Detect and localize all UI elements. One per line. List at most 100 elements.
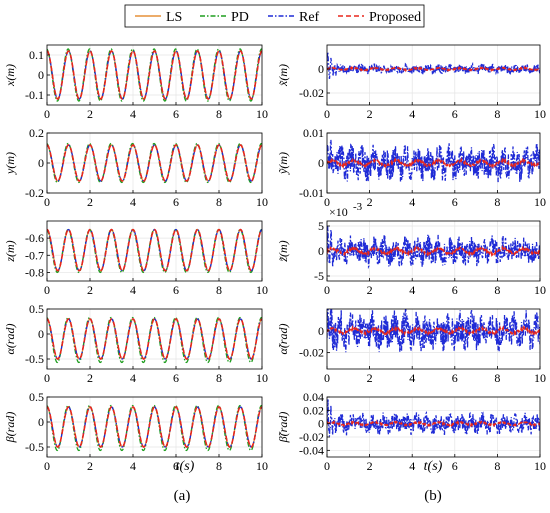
x-tick-label: 6	[173, 371, 179, 385]
x-tick-label: 8	[216, 107, 222, 121]
series-proposed	[327, 324, 540, 337]
legend-label-ref: Ref	[299, 10, 320, 25]
panel-label-b: (b)	[424, 488, 442, 504]
y-tick-label: 0.04	[303, 390, 324, 404]
y-axis-label: x̃(m)	[276, 64, 290, 87]
plot-alpha: 0 2 4 6 8 10-0.500.5α(rad)	[3, 302, 268, 385]
series-proposed	[47, 406, 262, 448]
y-axis-label: y(m)	[3, 152, 17, 175]
y-tick-label: 5	[318, 219, 324, 233]
axes-frame	[326, 44, 541, 106]
x-tick-label: 10	[534, 195, 546, 209]
x-tick-label: 0	[324, 283, 330, 297]
x-tick-label: 0	[44, 459, 50, 473]
x-tick-label: 8	[216, 459, 222, 473]
y-tick-label: 0	[318, 244, 324, 258]
y-tick-label: 0.5	[29, 390, 44, 404]
y-tick-label: -0.8	[25, 265, 44, 279]
y-axis-label: z(m)	[3, 240, 17, 262]
x-tick-label: 8	[216, 371, 222, 385]
x-tick-label: 6	[452, 459, 458, 473]
x-tick-label: 10	[256, 459, 268, 473]
series-proposed	[327, 419, 540, 428]
x-tick-label: 4	[409, 283, 415, 297]
x-tick-label: 10	[534, 371, 546, 385]
x-tick-label: 0	[324, 371, 330, 385]
y-tick-label: -0.01	[299, 186, 324, 200]
series-proposed	[47, 228, 262, 272]
panel-label-a: (a)	[174, 488, 191, 504]
x-tick-label: 6	[452, 107, 458, 121]
y-tick-label: -0.02	[299, 346, 324, 360]
x-tick-label: 4	[409, 371, 415, 385]
axes-frame	[46, 308, 263, 370]
y-tick-label: 0	[38, 415, 44, 429]
x-tick-label: 4	[130, 107, 136, 121]
y-axis-label: α̃(rad)	[276, 324, 290, 355]
series-pd	[47, 48, 262, 102]
x-tick-label: 2	[87, 107, 93, 121]
y-tick-label: -5	[314, 269, 324, 283]
x-tick-label: 10	[256, 195, 268, 209]
series-ref	[327, 309, 540, 353]
axes-layer: 0 2 4 6 8 10-0.100.1x(m)0 2 4 6 8 10-0.200.2y(m)0 2…	[3, 44, 546, 473]
x-tick-label: 2	[367, 195, 373, 209]
x-tick-label: 2	[367, 283, 373, 297]
y-tick-label: 0	[318, 62, 324, 76]
series-proposed	[47, 50, 262, 100]
x-tick-label: 10	[534, 459, 546, 473]
x-tick-label: 10	[534, 283, 546, 297]
axes-frame	[46, 396, 263, 458]
legend: LS PD Ref Proposed	[124, 4, 425, 28]
x-tick-label: 0	[44, 195, 50, 209]
y-tick-label: -0.5	[25, 352, 44, 366]
series-proposed	[327, 244, 540, 258]
y-tick-label: 0	[38, 327, 44, 341]
series-proposed	[47, 144, 262, 182]
plot-area	[327, 45, 540, 105]
legend-label-pd: PD	[231, 10, 249, 25]
plot-area	[47, 221, 262, 281]
y-tick-label: 0.5	[29, 302, 44, 316]
x-tick-label: 10	[256, 371, 268, 385]
x-tick-label: 10	[256, 107, 268, 121]
x-tick-label: 6	[173, 459, 179, 473]
y-axis-label: x(m)	[3, 64, 17, 87]
legend-label-proposed: Proposed	[369, 10, 421, 25]
y-tick-label: 0.01	[303, 126, 324, 140]
x-tick-label: 10	[534, 107, 546, 121]
x-tick-label: 4	[409, 459, 415, 473]
y-tick-label: -0.02	[299, 86, 324, 100]
y-tick-label: -0.6	[25, 231, 44, 245]
x-tick-label: 6	[452, 283, 458, 297]
x-tick-label: 2	[367, 371, 373, 385]
axes-frame	[46, 220, 263, 282]
x-tick-label: 6	[173, 107, 179, 121]
x-tick-label: 8	[494, 283, 500, 297]
x-tick-label: 4	[130, 459, 136, 473]
x-tick-label: 4	[130, 283, 136, 297]
x-tick-label: 6	[173, 283, 179, 297]
plot-y: 0 2 4 6 8 10-0.200.2y(m)	[3, 126, 268, 209]
y-tick-label: 0.1	[29, 48, 44, 62]
y-tick-label: 0.2	[29, 126, 44, 140]
exponent-base: ×10	[329, 205, 348, 219]
y-tick-label: 0.02	[303, 403, 324, 417]
plot-x: 0 2 4 6 8 10-0.100.1x(m)	[3, 44, 268, 121]
x-tick-label: 4	[409, 195, 415, 209]
y-tick-label: -0.1	[25, 88, 44, 102]
y-tick-label: 0	[38, 156, 44, 170]
x-tick-label: 0	[44, 371, 50, 385]
series-proposed	[327, 65, 540, 73]
y-tick-label: -0.02	[299, 430, 324, 444]
series-proposed	[327, 156, 540, 169]
x-tick-label: 6	[173, 195, 179, 209]
x-tick-label: 8	[494, 107, 500, 121]
x-tick-label: 10	[256, 283, 268, 297]
y-tick-label: -0.7	[25, 248, 44, 262]
y-axis-label: α(rad)	[3, 324, 17, 355]
x-tick-label: 0	[324, 459, 330, 473]
axes-frame	[326, 308, 541, 370]
series-proposed	[47, 318, 262, 360]
